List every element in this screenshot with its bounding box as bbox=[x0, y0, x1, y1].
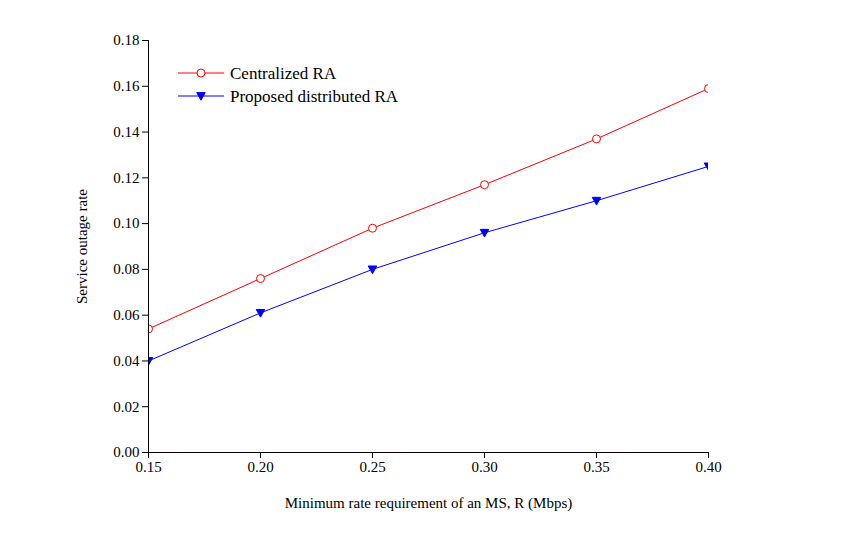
svg-text:0.15: 0.15 bbox=[135, 459, 161, 475]
svg-text:0.30: 0.30 bbox=[471, 459, 497, 475]
svg-text:0.00: 0.00 bbox=[113, 444, 139, 460]
svg-text:0.14: 0.14 bbox=[113, 124, 140, 140]
svg-text:Minimum rate requirement of an: Minimum rate requirement of an MS, R (Mb… bbox=[285, 495, 572, 512]
svg-text:0.18: 0.18 bbox=[113, 32, 139, 48]
svg-text:0.04: 0.04 bbox=[113, 353, 140, 369]
svg-text:0.12: 0.12 bbox=[113, 170, 139, 186]
svg-text:0.02: 0.02 bbox=[113, 399, 139, 415]
svg-text:0.40: 0.40 bbox=[695, 459, 721, 475]
svg-text:Proposed distributed RA: Proposed distributed RA bbox=[230, 87, 399, 106]
svg-text:0.16: 0.16 bbox=[113, 78, 140, 94]
svg-text:Centralized RA: Centralized RA bbox=[230, 64, 337, 83]
svg-text:0.25: 0.25 bbox=[359, 459, 385, 475]
svg-text:0.35: 0.35 bbox=[583, 459, 609, 475]
svg-text:0.06: 0.06 bbox=[113, 307, 140, 323]
svg-text:0.10: 0.10 bbox=[113, 215, 139, 231]
svg-text:Service outage rate: Service outage rate bbox=[74, 189, 90, 304]
svg-text:0.08: 0.08 bbox=[113, 261, 139, 277]
svg-text:0.20: 0.20 bbox=[247, 459, 273, 475]
